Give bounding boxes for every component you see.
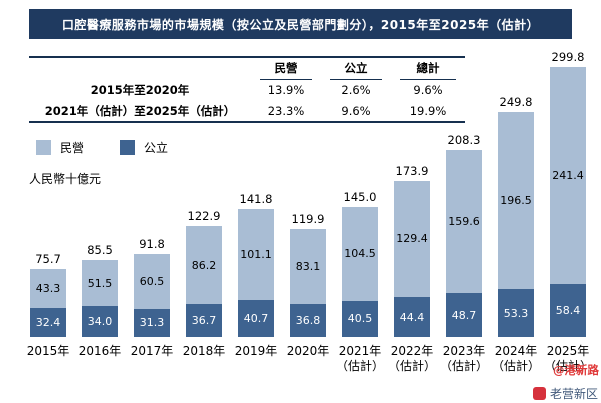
cagr-table: 民營 公立 總計 2015年至2020年 13.9% 2.6% 9.6% 202…	[29, 56, 465, 123]
total-value-label: 145.0	[343, 189, 377, 204]
x-axis-tick-label: 2022年 （估計）	[387, 344, 437, 373]
x-axis-tick-label: 2024年 （估計）	[491, 344, 541, 373]
x-axis-tick-label: 2016年	[78, 344, 122, 358]
cagr-value-private: 23.3%	[267, 103, 305, 118]
bar-group-2025年: 299.8 241.4 58.4 2025年 （估計）	[544, 50, 592, 373]
stacked-bar: 101.1 40.7	[238, 209, 274, 337]
chart-title-bar: 口腔醫療服務市場的市場規模（按公立及民營部門劃分），2015年至2025年（估計…	[29, 9, 572, 39]
stacked-bar: 60.5 31.3	[134, 254, 170, 337]
x-axis-tick-label: 2021年 （估計）	[335, 344, 385, 373]
cagr-row-label: 2015年至2020年	[90, 82, 190, 97]
total-value-label: 208.3	[447, 132, 481, 147]
total-value-label: 249.8	[499, 95, 533, 110]
public-segment: 48.7	[446, 293, 482, 337]
public-segment: 36.8	[290, 303, 326, 337]
bar-group-2024年: 249.8 196.5 53.3 2024年 （估計）	[492, 95, 540, 373]
public-segment: 36.7	[186, 304, 222, 337]
y-axis-unit-label: 人民幣十億元	[29, 172, 102, 186]
cagr-value-total: 9.6%	[413, 82, 443, 97]
public-segment: 31.3	[134, 308, 170, 337]
bar-group-2021年: 145.0 104.5 40.5 2021年 （估計）	[336, 189, 384, 374]
bar-group-2015年: 75.7 43.3 32.4 2015年	[27, 251, 70, 358]
public-segment: 44.4	[394, 297, 430, 337]
public-segment: 58.4	[550, 284, 586, 337]
private-segment: 86.2	[186, 226, 222, 304]
legend-item-public: 公立	[120, 139, 168, 156]
cagr-row-label: 2021年（估計）至2025年（估計）	[44, 103, 236, 118]
total-value-label: 173.9	[395, 163, 429, 178]
cagr-header-total: 總計	[400, 58, 456, 80]
cagr-row-2015-2020: 2015年至2020年 13.9% 2.6% 9.6%	[29, 79, 465, 100]
watermark-bottom-text: 老营新区	[549, 387, 598, 401]
x-axis-tick-label: 2019年	[234, 344, 278, 358]
stacked-bar: 83.1 36.8	[290, 229, 326, 337]
bar-group-2018年: 122.9 86.2 36.7 2018年	[183, 209, 226, 358]
public-segment: 40.7	[238, 300, 274, 337]
cagr-table-header-row: 民營 公立 總計	[29, 58, 465, 80]
bar-group-2023年: 208.3 159.6 48.7 2023年 （估計）	[440, 132, 488, 373]
total-value-label: 141.8	[239, 192, 273, 207]
bar-group-2022年: 173.9 129.4 44.4 2022年 （估計）	[388, 163, 436, 374]
private-segment: 60.5	[134, 254, 170, 309]
private-segment: 101.1	[238, 209, 274, 301]
x-axis-tick-label: 2023年 （估計）	[439, 344, 489, 373]
stacked-bar: 51.5 34.0	[82, 260, 118, 337]
legend-label-public: 公立	[144, 141, 169, 155]
stacked-bar-chart: 75.7 43.3 32.4 2015年 85.5 51.5 34.0 2016年 91.8 60…	[27, 50, 592, 374]
legend-label-private: 民營	[60, 141, 85, 155]
stacked-bar: 241.4 58.4	[550, 67, 586, 337]
watermark-logo-icon	[532, 387, 546, 400]
private-segment: 83.1	[290, 229, 326, 304]
total-value-label: 119.9	[291, 212, 325, 227]
private-segment: 196.5	[498, 112, 534, 289]
x-axis-tick-label: 2017年	[130, 344, 174, 358]
public-color-swatch	[120, 140, 136, 155]
bar-group-2017年: 91.8 60.5 31.3 2017年	[131, 237, 174, 358]
private-segment: 129.4	[394, 180, 430, 297]
x-axis-tick-label: 2025年 （估計）	[543, 344, 593, 373]
private-segment: 43.3	[30, 268, 66, 308]
cagr-header-private: 民營	[260, 58, 312, 80]
stacked-bar: 129.4 44.4	[394, 180, 430, 337]
total-value-label: 85.5	[87, 243, 113, 258]
total-value-label: 122.9	[187, 209, 221, 224]
cagr-value-public: 2.6%	[341, 82, 371, 97]
private-segment: 104.5	[342, 206, 378, 301]
watermark-side: @港新路	[553, 363, 599, 377]
total-value-label: 91.8	[139, 237, 165, 252]
stacked-bar: 104.5 40.5	[342, 206, 378, 337]
x-axis-tick-label: 2015年	[26, 344, 70, 358]
stacked-bar: 159.6 48.7	[446, 149, 482, 337]
x-axis-tick-label: 2020年	[286, 344, 330, 358]
legend-item-private: 民營	[36, 139, 84, 156]
x-axis-tick-label: 2018年	[182, 344, 226, 358]
cagr-value-total: 19.9%	[409, 103, 447, 118]
public-segment: 34.0	[82, 306, 118, 337]
public-segment: 32.4	[30, 307, 66, 337]
bar-group-2020年: 119.9 83.1 36.8 2020年	[287, 212, 330, 358]
legend: 民營 公立	[36, 139, 168, 156]
stacked-bar: 43.3 32.4	[30, 268, 66, 337]
total-value-label: 75.7	[35, 251, 61, 266]
watermark-bottom: 老营新区	[532, 385, 598, 402]
stacked-bar: 196.5 53.3	[498, 112, 534, 337]
cagr-value-private: 13.9%	[267, 82, 305, 97]
bar-group-2019年: 141.8 101.1 40.7 2019年	[235, 192, 278, 358]
bar-group-2016年: 85.5 51.5 34.0 2016年	[79, 243, 122, 358]
public-segment: 53.3	[498, 289, 534, 337]
total-value-label: 299.8	[551, 50, 585, 65]
cagr-header-public: 公立	[330, 58, 382, 80]
private-segment: 51.5	[82, 260, 118, 307]
stacked-bar: 86.2 36.7	[186, 226, 222, 337]
private-segment: 159.6	[446, 149, 482, 294]
cagr-row-2021-2025: 2021年（估計）至2025年（估計） 23.3% 9.6% 19.9%	[29, 100, 465, 121]
private-color-swatch	[36, 140, 51, 155]
public-segment: 40.5	[342, 300, 378, 337]
private-segment: 241.4	[550, 67, 586, 285]
cagr-value-public: 9.6%	[341, 103, 371, 118]
